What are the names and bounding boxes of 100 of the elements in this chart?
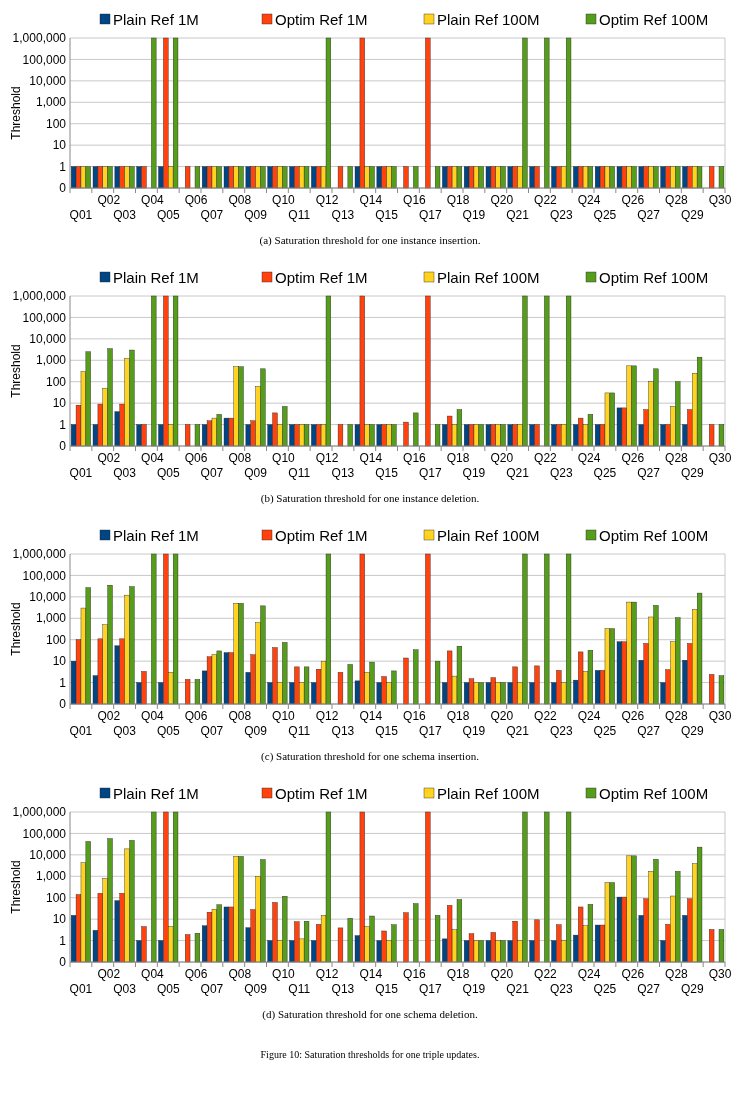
x-tick-label: Q23	[549, 724, 573, 738]
x-tick-label: Q15	[375, 208, 399, 222]
y-tick-label: 1,000	[35, 95, 67, 110]
text: (a) Saturation threshold for one instance insertion.	[259, 234, 481, 247]
y-tick-label: 100	[45, 374, 67, 389]
x-tick-label: Q15	[375, 724, 399, 738]
x-tick-label: Q29	[680, 724, 704, 738]
y-tick-label: 0	[59, 439, 67, 454]
y-axis-title: Threshold	[9, 344, 23, 398]
legend-label: Plain Ref 1M	[113, 527, 199, 545]
x-tick-label: Q13	[331, 208, 355, 222]
x-tick-label: Q07	[200, 208, 224, 222]
x-tick-label: Q08	[228, 193, 252, 207]
x-tick-label: Q26	[621, 709, 645, 723]
x-tick-label: Q12	[315, 709, 339, 723]
x-tick-label: Q19	[462, 466, 486, 480]
x-tick-label: Q29	[680, 982, 704, 996]
y-tick-label: 1	[59, 933, 67, 948]
x-tick-label: Q25	[593, 982, 617, 996]
x-tick-label: Q22	[534, 967, 558, 981]
x-tick-label: Q08	[228, 451, 252, 465]
x-tick-label: Q21	[506, 208, 530, 222]
y-tick-label: 1,000	[35, 353, 67, 368]
x-tick-label: Q13	[331, 724, 355, 738]
x-tick-label: Q19	[462, 724, 486, 738]
x-tick-label: Q25	[593, 208, 617, 222]
legend-label: Plain Ref 1M	[113, 11, 199, 29]
y-tick-label: 10	[52, 654, 67, 669]
x-tick-label: Q05	[156, 724, 180, 738]
x-tick-label: Q07	[200, 724, 224, 738]
x-tick-label: Q20	[490, 709, 514, 723]
x-tick-label: Q11	[288, 724, 311, 738]
y-tick-label: 100,000	[22, 52, 67, 67]
x-tick-label: Q09	[244, 724, 268, 738]
x-tick-label: Q27	[637, 982, 661, 996]
x-tick-label: Q27	[637, 208, 661, 222]
y-tick-label: 10,000	[29, 848, 67, 863]
x-tick-label: Q18	[446, 451, 470, 465]
y-tick-label: 100	[45, 632, 67, 647]
x-tick-label: Q06	[184, 709, 208, 723]
y-tick-label: 1,000	[35, 869, 67, 884]
x-tick-label: Q12	[315, 193, 339, 207]
x-tick-label: Q13	[331, 466, 355, 480]
y-axis-title: Threshold	[9, 602, 23, 656]
x-tick-label: Q04	[141, 451, 165, 465]
x-tick-label: Q24	[577, 193, 601, 207]
x-tick-label: Q03	[113, 208, 137, 222]
y-tick-label: 0	[59, 181, 67, 196]
x-tick-label: Q26	[621, 451, 645, 465]
x-tick-label: Q22	[534, 193, 558, 207]
x-tick-label: Q17	[418, 466, 442, 480]
x-tick-label: Q03	[113, 466, 137, 480]
x-tick-label: Q10	[272, 451, 296, 465]
x-tick-label: Q22	[534, 709, 558, 723]
x-tick-label: Q02	[97, 451, 121, 465]
y-tick-label: 100,000	[22, 568, 67, 583]
x-tick-label: Q28	[665, 709, 689, 723]
text: (d) Saturation threshold for one schema deletion.	[262, 1008, 478, 1021]
y-tick-label: 10,000	[29, 74, 67, 89]
x-tick-label: Q04	[141, 709, 165, 723]
x-tick-label: Q09	[244, 466, 268, 480]
x-tick-label: Q18	[446, 193, 470, 207]
x-tick-label: Q17	[418, 982, 442, 996]
y-axis-title: Threshold	[9, 86, 23, 140]
x-tick-label: Q16	[403, 451, 427, 465]
x-tick-label: Q11	[288, 982, 311, 996]
x-tick-label: Q20	[490, 193, 514, 207]
x-tick-label: Q01	[69, 466, 93, 480]
legend-label: Optim Ref 1M	[275, 527, 368, 545]
y-tick-label: 10	[52, 138, 67, 153]
x-tick-label: Q05	[156, 208, 180, 222]
x-tick-label: Q23	[549, 982, 573, 996]
y-tick-label: 10	[52, 912, 67, 927]
x-tick-label: Q30	[708, 193, 732, 207]
x-tick-label: Q28	[665, 967, 689, 981]
x-tick-label: Q11	[288, 208, 311, 222]
y-tick-label: 100	[45, 890, 67, 905]
legend-label: Optim Ref 100M	[599, 785, 709, 803]
x-tick-label: Q20	[490, 967, 514, 981]
y-tick-label: 10,000	[29, 590, 67, 605]
x-tick-label: Q09	[244, 208, 268, 222]
y-tick-label: 1	[59, 159, 67, 174]
x-tick-label: Q15	[375, 982, 399, 996]
x-tick-label: Q02	[97, 193, 121, 207]
x-tick-label: Q16	[403, 967, 427, 981]
y-tick-label: 100,000	[22, 826, 67, 841]
x-tick-label: Q18	[446, 967, 470, 981]
y-tick-label: 0	[59, 955, 67, 970]
x-tick-label: Q24	[577, 709, 601, 723]
x-tick-label: Q16	[403, 193, 427, 207]
legend-label: Plain Ref 100M	[437, 269, 540, 287]
x-tick-label: Q19	[462, 208, 486, 222]
x-tick-label: Q06	[184, 193, 208, 207]
x-tick-label: Q28	[665, 451, 689, 465]
x-tick-label: Q02	[97, 967, 121, 981]
x-tick-label: Q08	[228, 709, 252, 723]
x-tick-label: Q19	[462, 982, 486, 996]
x-tick-label: Q22	[534, 451, 558, 465]
y-tick-label: 100,000	[22, 310, 67, 325]
x-tick-label: Q07	[200, 466, 224, 480]
